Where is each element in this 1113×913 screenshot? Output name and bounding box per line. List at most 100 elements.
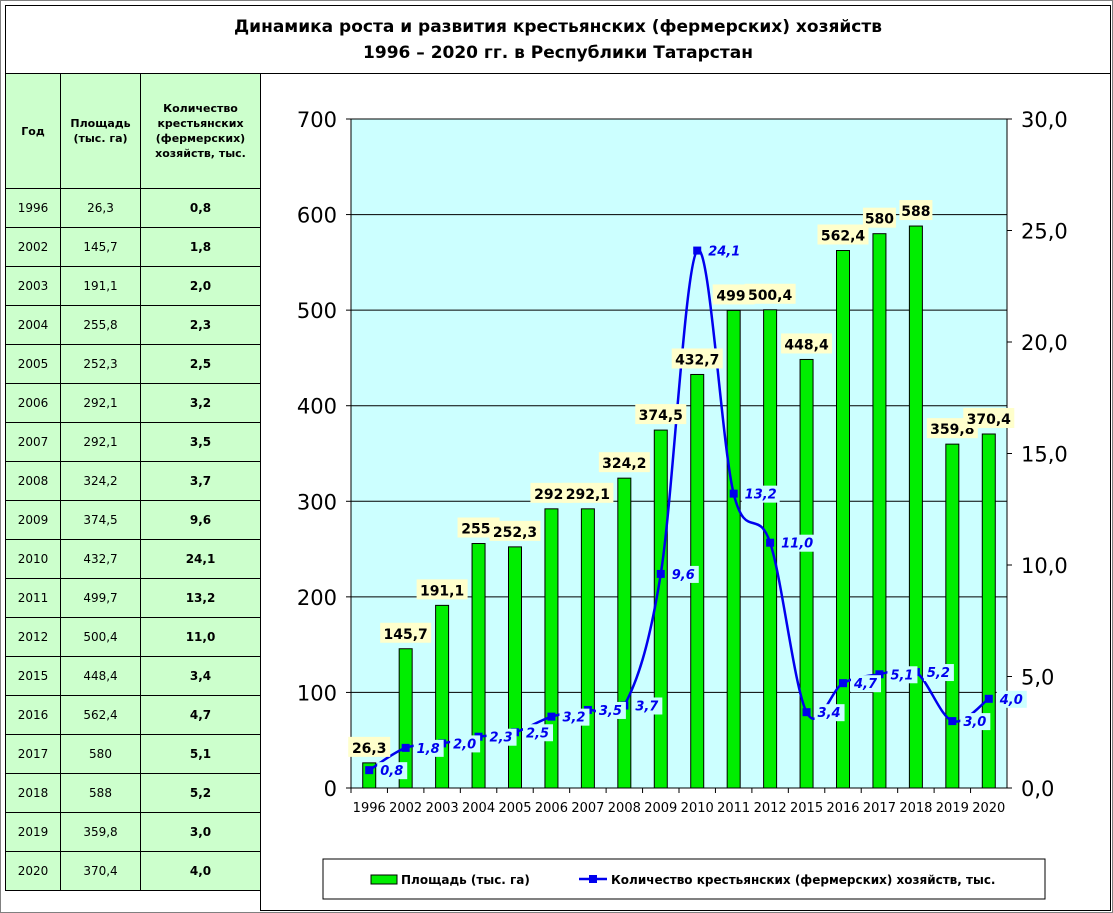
- line-marker: [839, 679, 847, 688]
- bar: [799, 358, 814, 789]
- x-tick-label: 1996: [353, 801, 386, 816]
- line-marker: [729, 489, 738, 498]
- cell-farms-count: 2,0: [140, 266, 261, 306]
- bar-data-label: 432,7: [675, 352, 719, 368]
- cell-year: 2016: [5, 695, 61, 735]
- cell-farms-count: 24,1: [140, 539, 261, 579]
- bar-label-bg: [862, 207, 896, 228]
- line-marker: [547, 712, 556, 721]
- chart-title-line-1: Динамика роста и развития крестьянских (…: [234, 17, 882, 37]
- cell-farms-count: 2,3: [140, 305, 261, 345]
- bar-data-label: 370,4: [967, 412, 1012, 428]
- bar-data-label: 374,5: [639, 408, 683, 424]
- x-tick-label: 2005: [498, 801, 531, 816]
- bar: [653, 429, 668, 789]
- line-data-label: 5,2: [927, 666, 950, 681]
- line-data-label: 24,1: [708, 245, 740, 260]
- y-right-tick-label: 15,0: [1021, 443, 1068, 467]
- cell-farms-count: 3,0: [140, 812, 261, 852]
- legend-bar-label: Площадь (тыс. га): [401, 873, 530, 887]
- y-right-tick-label: 5,0: [1021, 666, 1054, 690]
- cell-year: 2020: [5, 851, 61, 891]
- cell-area: 292,1: [60, 422, 141, 462]
- bar-label-bg: [598, 452, 650, 473]
- bar-label-bg: [380, 622, 432, 643]
- table-row: 2015 448,4 3,4: [5, 656, 261, 696]
- table-row: 2005 252,3 2,5: [5, 344, 261, 384]
- y-right-tick-label: 0,0: [1021, 777, 1054, 801]
- table-row: 2012 500,4 11,0: [5, 617, 261, 657]
- cell-farms-count: 0,8: [140, 188, 261, 228]
- cell-area: 562,4: [60, 695, 141, 735]
- y-left-tick-label: 500: [297, 299, 337, 323]
- line-marker: [365, 766, 374, 775]
- chart-title-line-2: 1996 – 2020 гг. в Республики Татарстан: [363, 43, 753, 63]
- line-data-label: 11,0: [781, 537, 813, 552]
- table-row: 2007 292,1 3,5: [5, 422, 261, 462]
- cell-farms-count: 11,0: [140, 617, 261, 657]
- line-label-bg: [960, 713, 991, 731]
- bar: [763, 309, 778, 789]
- bar-label-bg: [781, 333, 833, 354]
- cell-year: 2009: [5, 500, 61, 540]
- y-left-tick-label: 700: [297, 108, 337, 132]
- bar-data-label: 191,1: [420, 583, 464, 599]
- bar-label-bg: [562, 482, 614, 503]
- line-data-label: 9,6: [672, 568, 695, 583]
- x-tick-label: 2012: [754, 801, 787, 816]
- bar: [508, 546, 522, 789]
- cell-year: 2002: [5, 227, 61, 267]
- line-data-label: 13,2: [745, 488, 777, 503]
- bar: [471, 543, 486, 789]
- x-tick-label: 2018: [899, 801, 932, 816]
- bar-data-label: 292,1: [566, 487, 610, 503]
- cell-area: 374,5: [60, 500, 141, 540]
- header-farms-count: Количество крестьянских (фермерских) хоз…: [140, 73, 261, 189]
- table-row: 2011 499,7 13,2: [5, 578, 261, 618]
- cell-farms-count: 9,6: [140, 500, 261, 540]
- y-right-tick-label: 10,0: [1021, 554, 1068, 578]
- x-tick-label: 2011: [717, 801, 750, 816]
- line-label-bg: [887, 666, 918, 684]
- line-data-label: 0,8: [380, 764, 403, 779]
- line-data-label: 4,0: [999, 693, 1023, 708]
- cell-year: 2011: [5, 578, 61, 618]
- header-area: Площадь (тыс. га): [60, 73, 141, 189]
- title-box: Динамика роста и развития крестьянских (…: [5, 5, 1111, 75]
- bar-data-label: 324,2: [602, 456, 646, 472]
- bar-label-bg: [635, 404, 687, 425]
- cell-farms-count: 1,8: [140, 227, 261, 267]
- legend-box: [322, 858, 1046, 900]
- line-label-bg: [632, 697, 663, 715]
- line-label-bg: [559, 708, 590, 726]
- x-tick-label: 2015: [790, 801, 823, 816]
- chart-svg: 0 100 200 300 400 500 600 700 0,0 5,0 10,0 15,0 20,0…: [297, 108, 1068, 900]
- line-data-label: 2,5: [526, 726, 549, 741]
- legend-line-marker: [589, 875, 597, 883]
- bar-data-label: 499,: [716, 288, 751, 304]
- bar: [398, 648, 413, 789]
- x-tick-label: 2006: [535, 801, 568, 816]
- table-row: 2016 562,4 4,7: [5, 695, 261, 735]
- cell-year: 2003: [5, 266, 61, 306]
- y-right-tick-label: 30,0: [1021, 108, 1068, 132]
- line-data-label: 3,4: [818, 706, 841, 721]
- y-right-tick-label: 20,0: [1021, 331, 1068, 355]
- cell-area: 255,8: [60, 305, 141, 345]
- line-label-bg: [523, 724, 553, 742]
- table-row: 2020 370,4 4,0: [5, 851, 261, 891]
- bar-label-bg: [712, 284, 755, 305]
- bar-data-label: 588: [901, 204, 930, 220]
- cell-area: 432,7: [60, 539, 141, 579]
- line-label-bg: [923, 664, 954, 682]
- cell-farms-count: 5,1: [140, 734, 261, 774]
- table-row: 2010 432,7 24,1: [5, 539, 261, 579]
- bar: [908, 225, 923, 789]
- cell-year: 2015: [5, 656, 61, 696]
- table-row: 2004 255,8 2,3: [5, 305, 261, 345]
- cell-area: 448,4: [60, 656, 141, 696]
- line-label-bg: [595, 701, 626, 719]
- bar-label-bg: [348, 736, 391, 757]
- line-data-label: 2,0: [453, 737, 476, 752]
- bar-label-bg: [899, 200, 933, 221]
